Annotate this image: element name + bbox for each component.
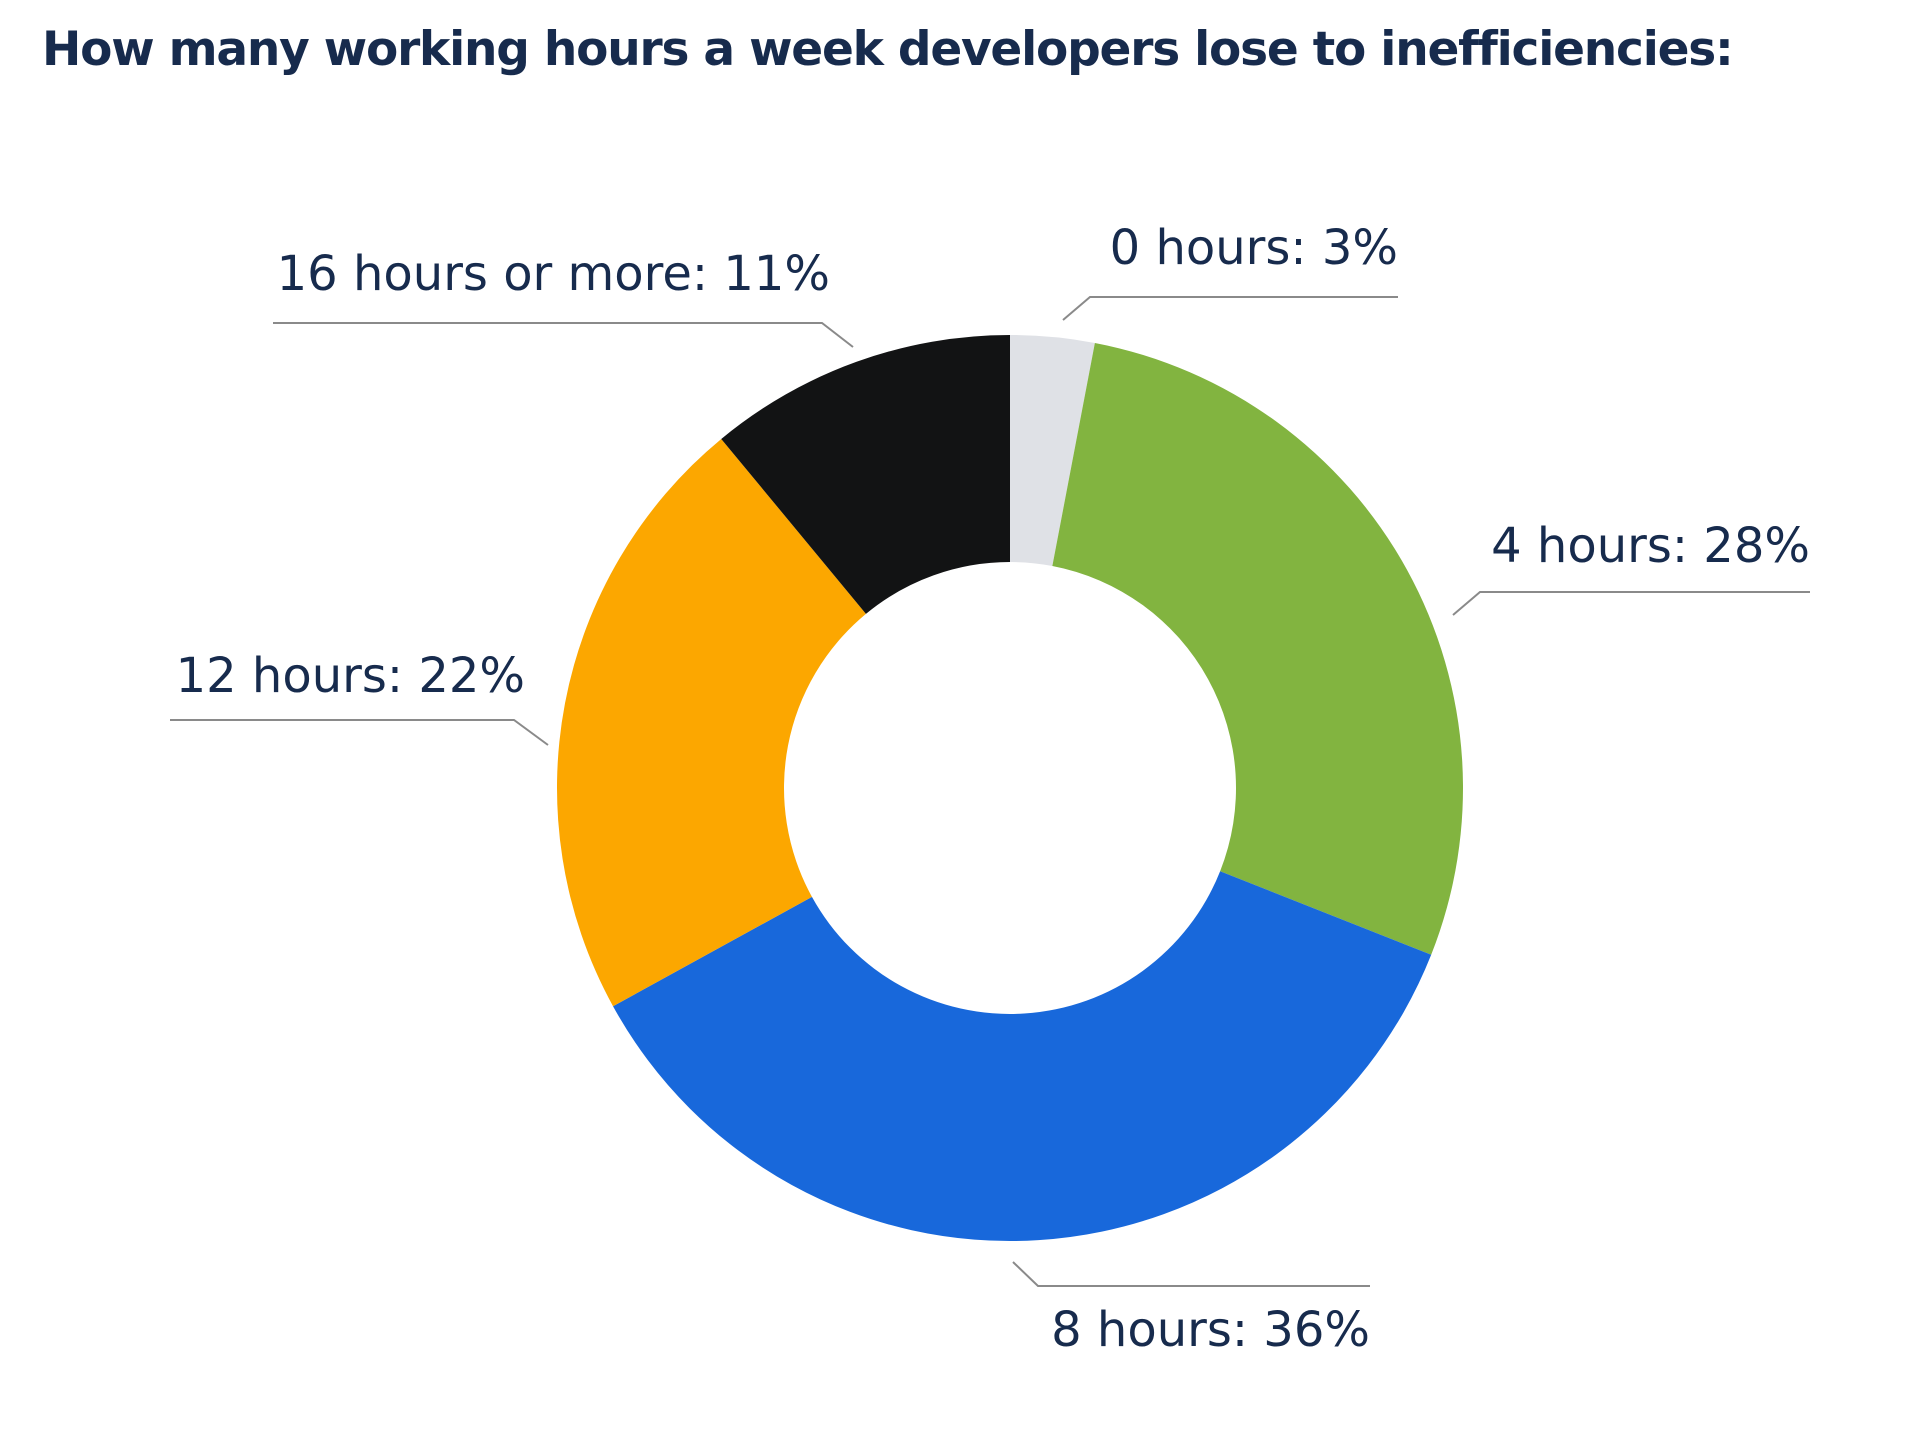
leader-line: [273, 322, 854, 348]
leader-line: [170, 719, 549, 746]
slice-label: 0 hours: 3%: [1110, 220, 1398, 276]
slice-label: 16 hours or more: 11%: [277, 246, 830, 302]
donut-slice-16-hours-or-more: [721, 335, 1010, 614]
leader-line: [1062, 296, 1398, 321]
chart-title: How many working hours a week developers…: [42, 22, 1734, 77]
donut-slice-12-hours: [556, 438, 866, 1007]
donut-slices: [556, 335, 1463, 1242]
donut-slice-8-hours: [613, 871, 1432, 1242]
donut-slice-0-hours: [1010, 335, 1095, 567]
leader-line: [1012, 1261, 1370, 1287]
donut-slice-4-hours: [1052, 343, 1463, 955]
slice-labels: 0 hours: 3% 4 hours: 28% 8 hours: 36% 12 ho…: [170, 220, 1810, 1358]
slice-label: 12 hours: 22%: [176, 648, 525, 704]
slice-label: 4 hours: 28%: [1491, 518, 1810, 574]
slice-label: 8 hours: 36%: [1051, 1302, 1370, 1358]
leader-line: [1452, 591, 1810, 616]
